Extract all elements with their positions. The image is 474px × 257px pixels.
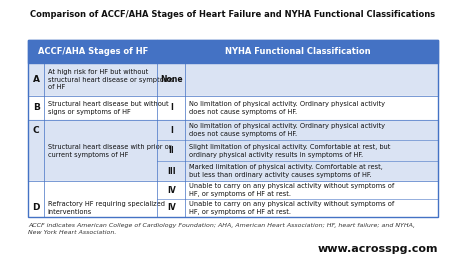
Text: C: C — [33, 126, 39, 135]
Text: No limitation of physical activity. Ordinary physical activity
does not cause sy: No limitation of physical activity. Ordi… — [189, 123, 384, 137]
Text: Refractory HF requiring specialized
interventions: Refractory HF requiring specialized inte… — [48, 201, 165, 215]
Text: II: II — [168, 146, 174, 155]
Bar — [28, 96, 438, 120]
Bar — [157, 40, 438, 63]
Text: D: D — [33, 203, 40, 212]
Text: None: None — [160, 75, 182, 84]
Text: At high risk for HF but without
structural heart disease or symptoms
of HF: At high risk for HF but without structur… — [48, 69, 173, 90]
Text: IV: IV — [167, 186, 176, 195]
Text: ACCF indicates American College of Cardiology Foundation; AHA, American Heart As: ACCF indicates American College of Cardi… — [28, 223, 415, 235]
Text: NYHA Functional Classification: NYHA Functional Classification — [225, 47, 370, 56]
Bar — [28, 181, 438, 217]
Text: Unable to carry on any physical activity without symptoms of
HF, or symptoms of : Unable to carry on any physical activity… — [189, 201, 394, 215]
Text: Unable to carry on any physical activity without symptoms of
HF, or symptoms of : Unable to carry on any physical activity… — [189, 183, 394, 197]
Bar — [28, 40, 438, 217]
Bar — [28, 40, 157, 63]
Bar — [28, 120, 438, 181]
Text: www.acrosspg.com: www.acrosspg.com — [317, 244, 438, 254]
Text: III: III — [167, 167, 175, 176]
Text: Comparison of ACCF/AHA Stages of Heart Failure and NYHA Functional Classificatio: Comparison of ACCF/AHA Stages of Heart F… — [30, 10, 436, 19]
Text: B: B — [33, 104, 40, 113]
Text: No limitation of physical activity. Ordinary physical activity
does not cause sy: No limitation of physical activity. Ordi… — [189, 101, 384, 115]
Text: I: I — [170, 126, 173, 135]
Text: Marked limitation of physical activity. Comfortable at rest,
but less than ordin: Marked limitation of physical activity. … — [189, 164, 383, 178]
Text: IV: IV — [167, 203, 176, 212]
Text: ACCF/AHA Stages of HF: ACCF/AHA Stages of HF — [37, 47, 148, 56]
Bar — [28, 63, 438, 96]
Text: Slight limitation of physical activity. Comfortable at rest, but
ordinary physic: Slight limitation of physical activity. … — [189, 144, 390, 158]
Text: Structural heart disease but without
signs or symptoms of HF: Structural heart disease but without sig… — [48, 101, 168, 115]
Text: I: I — [170, 104, 173, 113]
Text: A: A — [33, 75, 40, 84]
Text: Structural heart disease with prior or
current symptoms of HF: Structural heart disease with prior or c… — [48, 144, 171, 158]
